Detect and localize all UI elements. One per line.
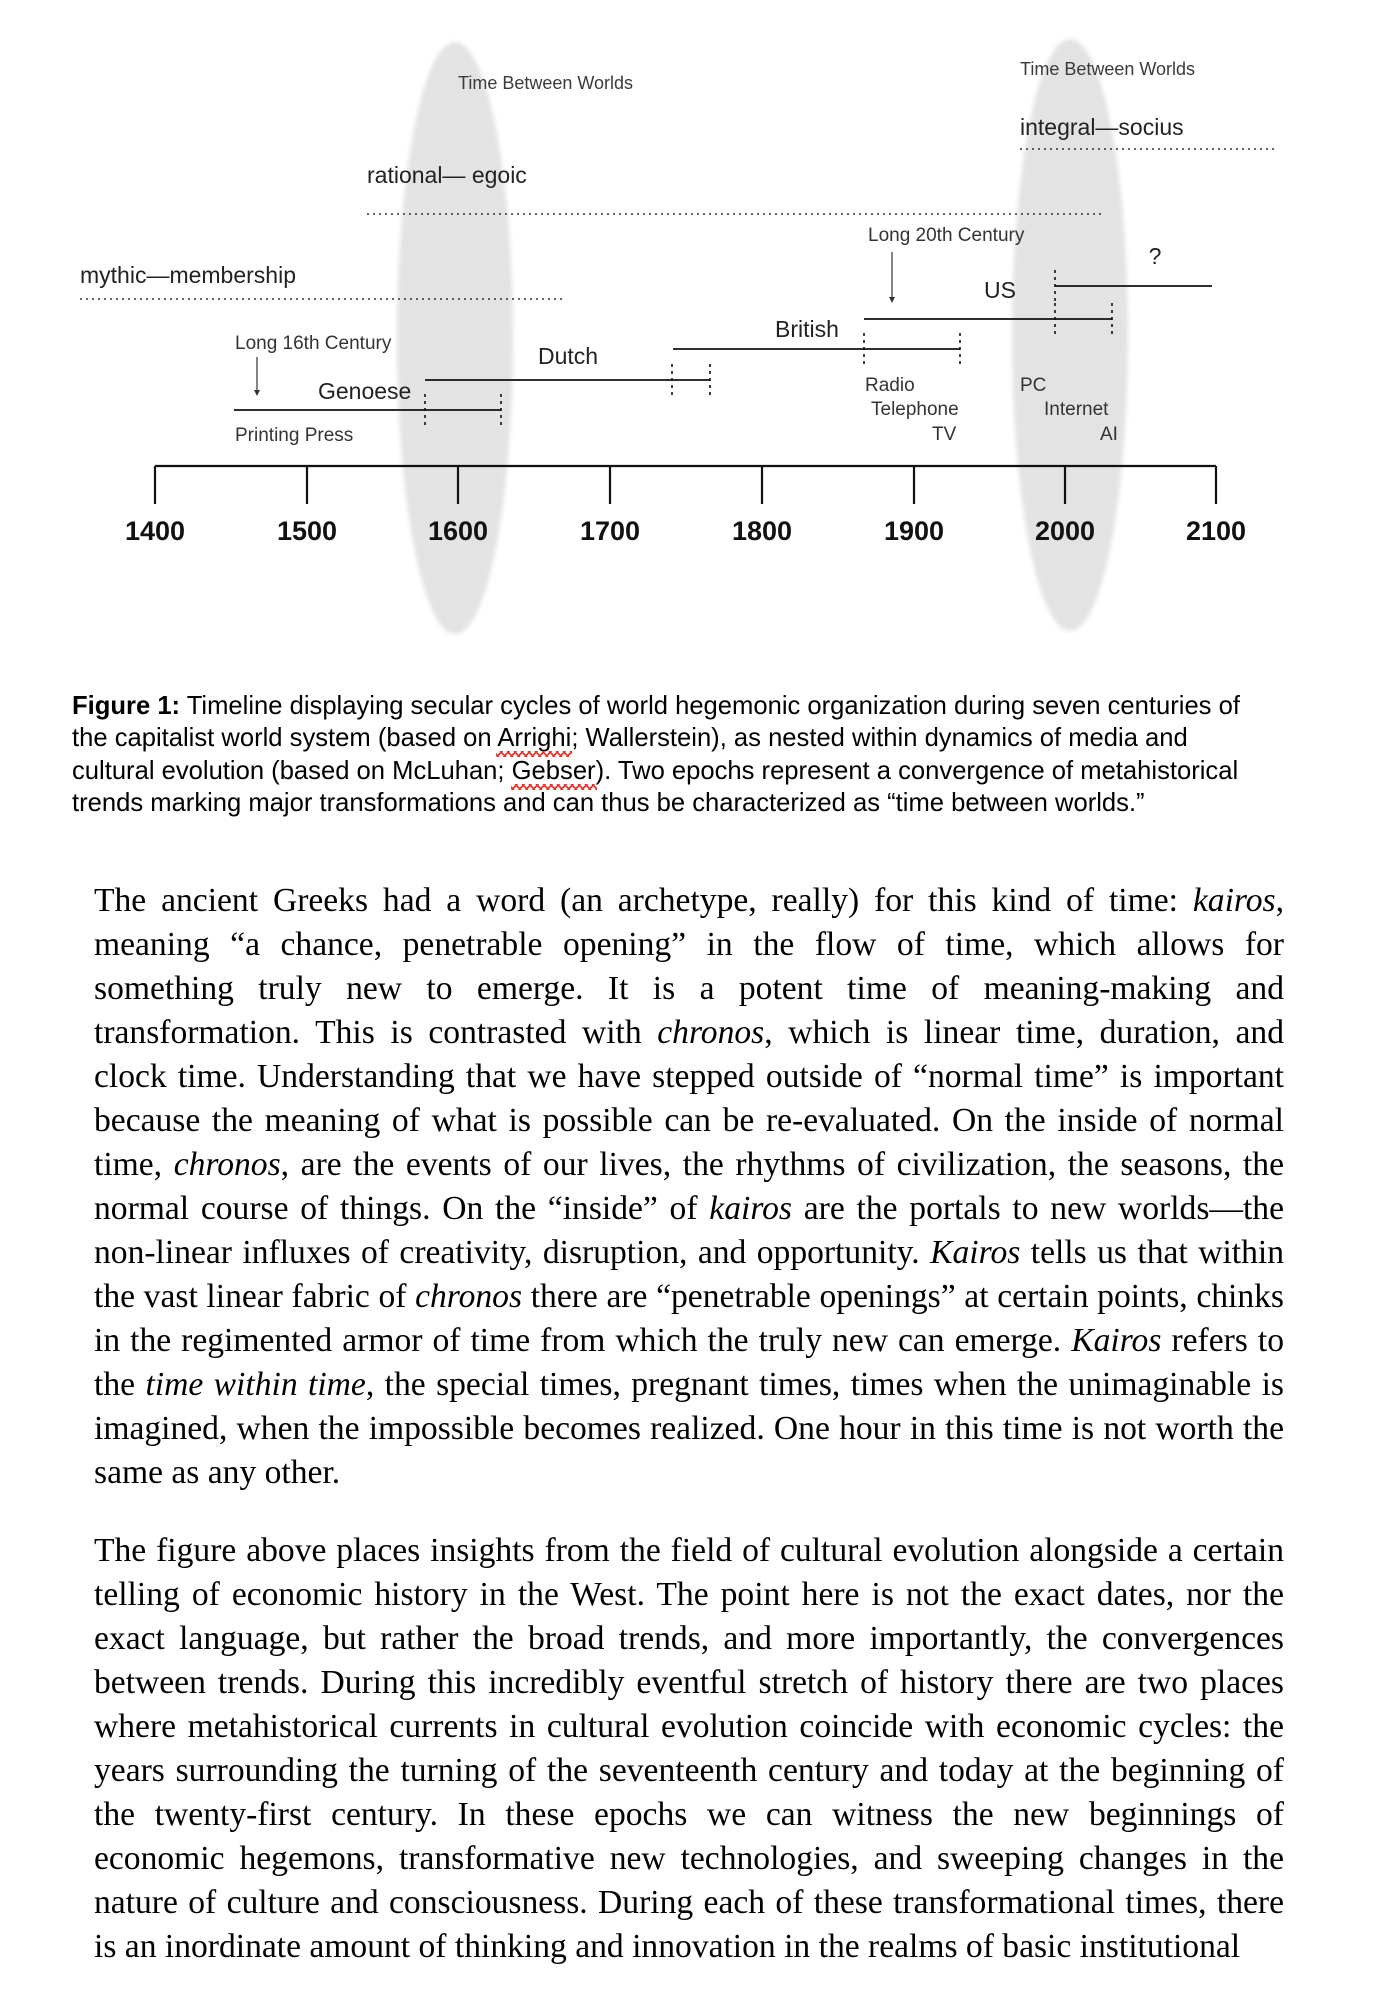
svg-text:?: ? xyxy=(1149,243,1162,269)
svg-text:Genoese: Genoese xyxy=(318,378,411,404)
svg-text:1400: 1400 xyxy=(125,516,185,546)
svg-text:Long 16th Century: Long 16th Century xyxy=(235,333,392,354)
svg-text:TV: TV xyxy=(932,424,957,445)
svg-text:2100: 2100 xyxy=(1186,516,1246,546)
svg-text:British: British xyxy=(775,316,839,342)
svg-text:Radio: Radio xyxy=(865,375,915,396)
svg-text:1500: 1500 xyxy=(277,516,337,546)
svg-text:rational— egoic: rational— egoic xyxy=(367,162,527,188)
svg-text:mythic—membership: mythic—membership xyxy=(80,262,296,288)
svg-text:Dutch: Dutch xyxy=(538,343,598,369)
svg-text:1800: 1800 xyxy=(732,516,792,546)
svg-text:1700: 1700 xyxy=(580,516,640,546)
svg-text:Long 20th Century: Long 20th Century xyxy=(868,225,1025,246)
svg-text:Printing Press: Printing Press xyxy=(235,425,353,446)
svg-text:AI: AI xyxy=(1100,424,1118,445)
svg-text:Time Between Worlds: Time Between Worlds xyxy=(458,73,633,93)
svg-text:Time Between Worlds: Time Between Worlds xyxy=(1020,59,1195,79)
svg-text:integral—socius: integral—socius xyxy=(1020,114,1184,140)
svg-text:PC: PC xyxy=(1020,375,1046,396)
svg-text:1600: 1600 xyxy=(428,516,488,546)
svg-text:Telephone: Telephone xyxy=(871,399,959,420)
svg-text:Internet: Internet xyxy=(1044,399,1109,420)
svg-text:US: US xyxy=(984,277,1016,303)
svg-text:1900: 1900 xyxy=(884,516,944,546)
svg-text:2000: 2000 xyxy=(1035,516,1095,546)
